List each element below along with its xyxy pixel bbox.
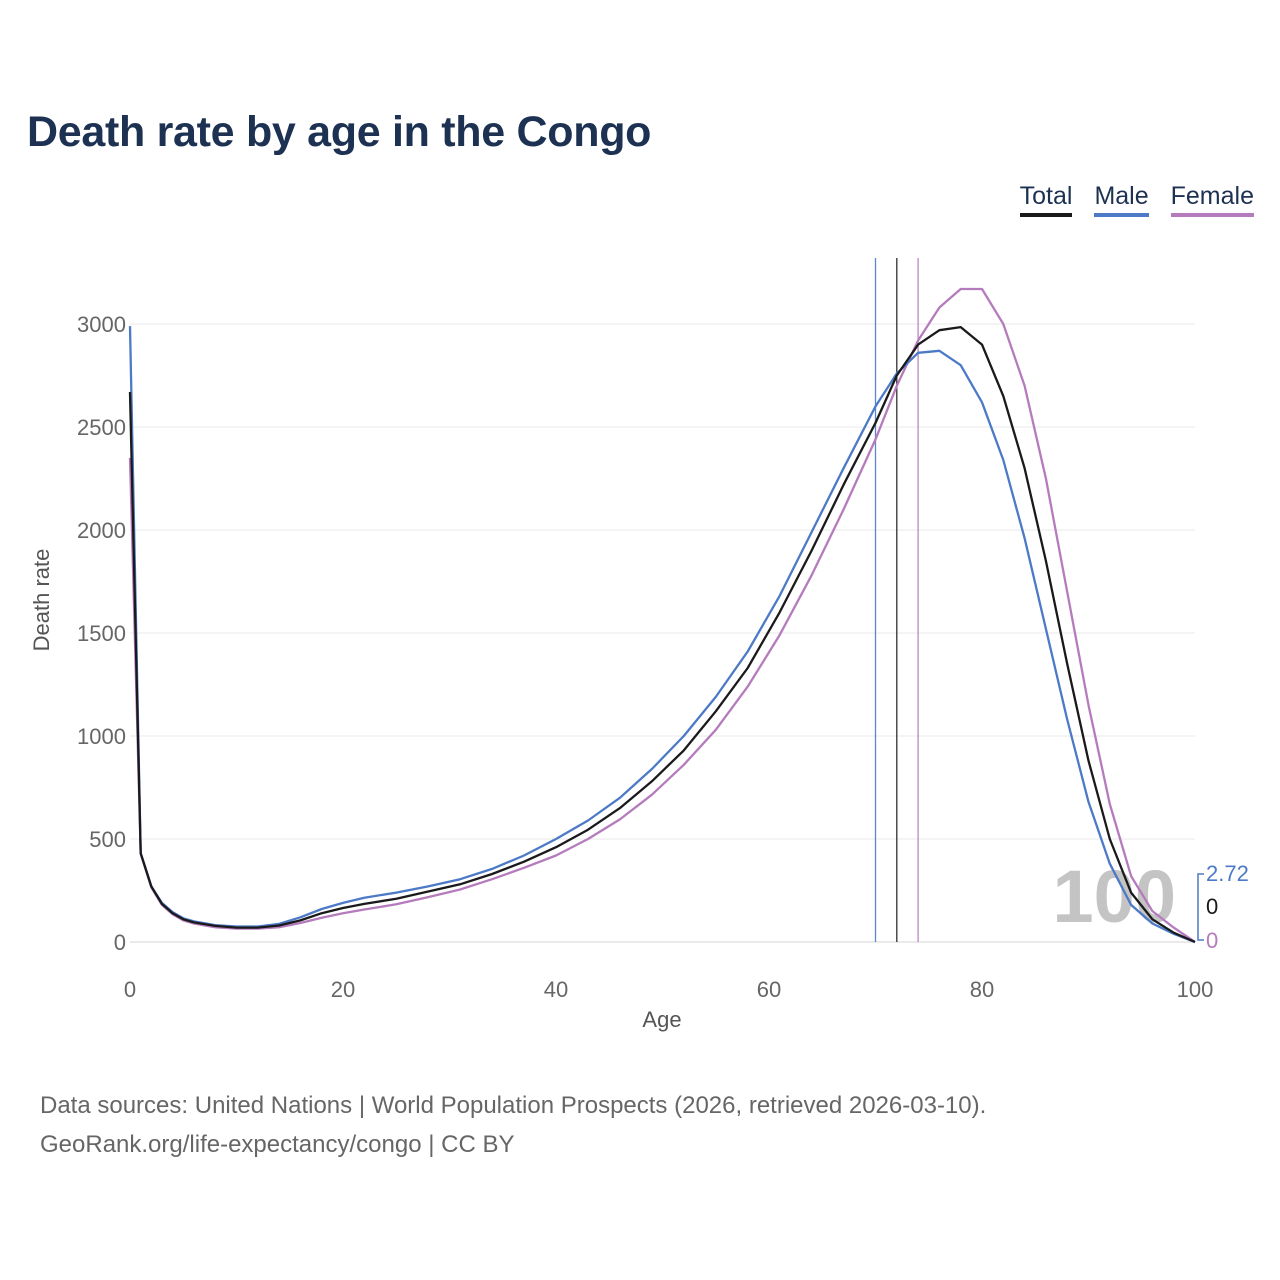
y-tick-2000: 2000 — [77, 518, 126, 543]
x-axis-ticks: 0 20 40 60 80 100 — [124, 977, 1213, 1002]
legend-item-male[interactable]: Male — [1094, 182, 1149, 217]
y-tick-1000: 1000 — [77, 724, 126, 749]
end-label-female: 0 — [1206, 928, 1218, 953]
x-tick-100: 100 — [1177, 977, 1214, 1002]
end-label-bracket — [1197, 873, 1204, 941]
y-axis-ticks: 0 500 1000 1500 2000 2500 3000 — [77, 312, 126, 955]
x-tick-40: 40 — [544, 977, 568, 1002]
series-lines — [128, 287, 1196, 944]
y-tick-500: 500 — [89, 827, 126, 852]
x-tick-0: 0 — [124, 977, 136, 1002]
x-tick-20: 20 — [331, 977, 355, 1002]
end-labels: 2.72 0 0 — [1197, 861, 1249, 953]
legend-item-female[interactable]: Female — [1170, 182, 1254, 217]
x-axis-title: Age — [642, 1007, 681, 1032]
end-label-male: 2.72 — [1206, 861, 1249, 886]
y-tick-3000: 3000 — [77, 312, 126, 337]
end-label-total: 0 — [1206, 894, 1218, 919]
page-title: Death rate by age in the Congo — [27, 108, 652, 156]
x-tick-80: 80 — [970, 977, 994, 1002]
series-line-male — [128, 326, 1196, 944]
y-tick-0: 0 — [114, 930, 126, 955]
legend: Total Male Female — [1019, 182, 1254, 217]
source-note: Data sources: United Nations | World Pop… — [40, 1086, 986, 1164]
series-line-female — [128, 287, 1196, 943]
legend-item-total[interactable]: Total — [1019, 182, 1073, 217]
x-tick-60: 60 — [757, 977, 781, 1002]
source-line-2[interactable]: GeoRank.org/life-expectancy/congo | CC B… — [40, 1131, 515, 1158]
grid-lines — [130, 323, 1195, 943]
series-line-total — [128, 325, 1196, 944]
y-tick-1500: 1500 — [77, 621, 126, 646]
y-axis-title: Death rate — [29, 549, 54, 652]
y-tick-2500: 2500 — [77, 415, 126, 440]
source-line-1: Data sources: United Nations | World Pop… — [40, 1092, 987, 1119]
